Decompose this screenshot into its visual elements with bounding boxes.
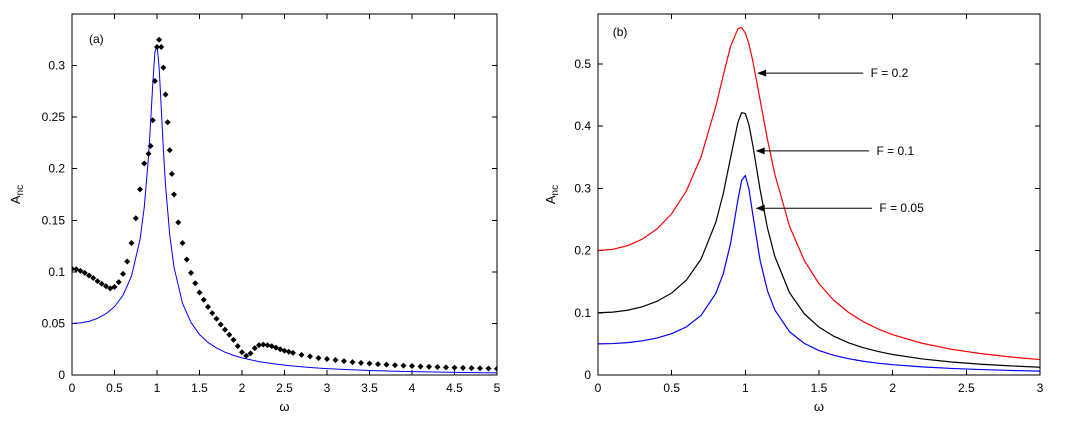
y-axis-label: Anc — [543, 185, 561, 204]
annotation-label: F = 0.1 — [876, 144, 914, 158]
x-tick-label: 0 — [595, 381, 602, 395]
y-tick-label: 0.05 — [42, 316, 66, 330]
x-tick-label: 3 — [1037, 381, 1044, 395]
x-tick-label: 0.5 — [106, 381, 123, 395]
chart-panel-a: 0 0.5 1 1.5 2 2.5 3 3.5 4 4.5 5 0 0.05 0.1 0.15 0.2 0.25… — [0, 0, 535, 429]
y-tick-label: 0.1 — [574, 306, 591, 320]
x-tick-label: 2.5 — [276, 381, 293, 395]
panel-background — [535, 0, 1071, 429]
y-axis-label: Anc — [8, 185, 26, 204]
annotation-arrowhead-icon — [755, 204, 765, 212]
x-tick-label: 4 — [409, 381, 416, 395]
y-tick-label: 0.2 — [574, 244, 591, 258]
y-tick-label: 0.4 — [574, 119, 591, 133]
x-axis-label: ω — [279, 399, 289, 414]
x-tick-label: 4.5 — [446, 381, 463, 395]
annotation-arrowhead-icon — [757, 69, 767, 77]
y-tick-label: 0 — [584, 368, 591, 382]
y-tick-label: 0.3 — [48, 59, 65, 73]
x-tick-label: 3 — [324, 381, 331, 395]
annotation-label: F = 0.05 — [879, 201, 924, 215]
panel-background — [0, 0, 535, 429]
x-tick-label: 2 — [239, 381, 246, 395]
y-tick-label: 0.5 — [574, 57, 591, 71]
annotation-label: F = 0.2 — [871, 66, 909, 80]
plot-box — [597, 13, 1041, 376]
y-tick-label: 0.1 — [48, 265, 65, 279]
x-tick-label: 2.5 — [958, 381, 975, 395]
series-line — [598, 174, 1040, 372]
series-line — [598, 112, 1040, 368]
chart-svg: 0 0.5 1 1.5 2 2.5 3 0 0.1 0.2 0.3 0.4 0.5 ω Anc (b) F = … — [535, 0, 1071, 429]
x-tick-label: 1 — [742, 381, 749, 395]
y-tick-label: 0.15 — [42, 213, 66, 227]
series-line — [598, 26, 1040, 361]
annotation-arrowhead-icon — [755, 147, 765, 155]
x-axis-label: ω — [814, 399, 824, 414]
chart-panel-b: 0 0.5 1 1.5 2 2.5 3 0 0.1 0.2 0.3 0.4 0.5 ω Anc (b) F = … — [535, 0, 1071, 429]
plot-box — [71, 13, 498, 376]
x-tick-label: 0 — [69, 381, 76, 395]
panel-label: (b) — [613, 25, 628, 39]
series-line — [72, 43, 497, 374]
x-tick-label: 5 — [494, 381, 501, 395]
y-tick-label: 0.3 — [574, 181, 591, 195]
panel-label: (a) — [89, 32, 104, 46]
y-tick-label: 0.2 — [48, 162, 65, 176]
chart-svg: 0 0.5 1 1.5 2 2.5 3 3.5 4 4.5 5 0 0.05 0.1 0.15 0.2 0.25… — [0, 0, 535, 429]
x-tick-label: 0.5 — [663, 381, 680, 395]
x-tick-label: 2 — [889, 381, 896, 395]
x-tick-label: 3.5 — [361, 381, 378, 395]
x-tick-label: 1 — [154, 381, 161, 395]
x-tick-label: 1.5 — [191, 381, 208, 395]
y-tick-label: 0.25 — [42, 110, 66, 124]
y-tick-label: 0 — [58, 368, 65, 382]
series-group — [72, 36, 497, 374]
series-group — [598, 26, 1040, 372]
x-tick-label: 1.5 — [811, 381, 828, 395]
